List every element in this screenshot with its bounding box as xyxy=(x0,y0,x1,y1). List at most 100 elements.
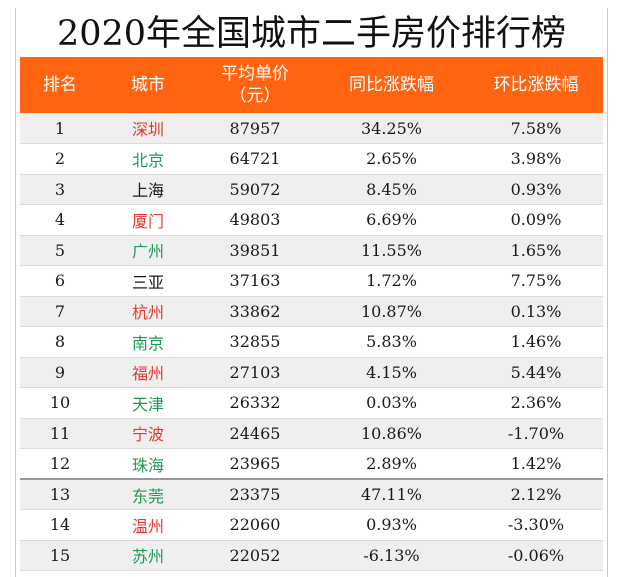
table-row: 1 深圳 87957 34.25% 7.58% xyxy=(20,113,603,144)
city-cell: 三亚 xyxy=(100,265,196,297)
city-cell: 宁波 xyxy=(100,418,196,449)
table-row: 10 天津 26332 0.03% 2.36% xyxy=(20,387,603,419)
rank-cell: 13 xyxy=(20,479,100,510)
city-cell: 天津 xyxy=(100,387,196,419)
price-cell: 32855 xyxy=(196,326,314,358)
rank-cell: 12 xyxy=(20,448,100,480)
rank-cell: 2 xyxy=(20,143,100,175)
header-yoy: 同比涨跌幅 xyxy=(349,75,434,95)
yoy-change-cell: 0.93% xyxy=(314,509,469,541)
price-cell: 39851 xyxy=(196,235,314,266)
mom-change-cell: 0.93% xyxy=(469,174,603,205)
price-cell: 87957 xyxy=(196,113,314,144)
rank-cell: 7 xyxy=(20,296,100,327)
table-row: 4 厦门 49803 6.69% 0.09% xyxy=(20,204,603,236)
rank-cell: 9 xyxy=(20,357,100,388)
page-title: 2020年全国城市二手房价排行榜 xyxy=(56,14,567,54)
header-city: 城市 xyxy=(131,75,165,95)
city-cell: 深圳 xyxy=(100,113,196,144)
mom-change-cell: 0.09% xyxy=(469,204,603,236)
mom-change-cell: -1.70% xyxy=(469,418,603,449)
yoy-change-cell: 2.65% xyxy=(314,143,469,175)
rank-cell: 3 xyxy=(20,174,100,205)
mom-change-cell: -0.06% xyxy=(469,540,603,571)
city-cell: 北京 xyxy=(100,143,196,175)
table-row: 5 广州 39851 11.55% 1.65% xyxy=(20,235,603,266)
mom-change-cell: 7.75% xyxy=(469,265,603,297)
mom-change-cell: 1.65% xyxy=(469,235,603,266)
city-cell: 杭州 xyxy=(100,296,196,327)
table-row: 14 温州 22060 0.93% -3.30% xyxy=(20,509,603,541)
rank-cell: 10 xyxy=(20,387,100,419)
yoy-change-cell: 6.69% xyxy=(314,204,469,236)
mom-change-cell: 1.46% xyxy=(469,326,603,358)
rank-cell: 4 xyxy=(20,204,100,236)
header-rank: 排名 xyxy=(43,75,77,95)
yoy-change-cell: -6.13% xyxy=(314,540,469,571)
city-cell: 温州 xyxy=(100,509,196,541)
rank-cell: 6 xyxy=(20,265,100,297)
price-cell: 23965 xyxy=(196,448,314,480)
yoy-change-cell: 4.15% xyxy=(314,357,469,388)
mom-change-cell: 2.36% xyxy=(469,387,603,419)
table-row: 6 三亚 37163 1.72% 7.75% xyxy=(20,265,603,297)
ranking-table: 排名 城市 平均单价 （元） 同比涨跌幅 环比涨跌幅 1 深圳 87957 34.25… xyxy=(20,57,603,571)
header-price-line1: 平均单价 xyxy=(221,64,289,84)
city-cell: 南京 xyxy=(100,326,196,358)
yoy-change-cell: 5.83% xyxy=(314,326,469,358)
city-cell: 东莞 xyxy=(100,479,196,510)
table-row: 8 南京 32855 5.83% 1.46% xyxy=(20,326,603,358)
city-cell: 厦门 xyxy=(100,204,196,236)
price-cell: 22060 xyxy=(196,509,314,541)
yoy-change-cell: 1.72% xyxy=(314,265,469,297)
price-cell: 37163 xyxy=(196,265,314,297)
table-row: 13 东莞 23375 47.11% 2.12% xyxy=(20,479,603,510)
mom-change-cell: 0.13% xyxy=(469,296,603,327)
price-cell: 22052 xyxy=(196,540,314,571)
table-row: 2 北京 64721 2.65% 3.98% xyxy=(20,143,603,175)
mom-change-cell: 5.44% xyxy=(469,357,603,388)
header-mom: 环比涨跌幅 xyxy=(493,75,579,95)
rank-cell: 5 xyxy=(20,235,100,266)
price-cell: 59072 xyxy=(196,174,314,205)
mom-change-cell: 2.12% xyxy=(469,479,603,510)
rank-cell: 1 xyxy=(20,113,100,144)
table-header-row: 排名 城市 平均单价 （元） 同比涨跌幅 环比涨跌幅 xyxy=(20,57,603,113)
yoy-change-cell: 34.25% xyxy=(314,113,469,144)
yoy-change-cell: 47.11% xyxy=(314,479,469,510)
city-cell: 福州 xyxy=(100,357,196,388)
mom-change-cell: 1.42% xyxy=(469,448,603,480)
city-cell: 广州 xyxy=(100,235,196,266)
yoy-change-cell: 0.03% xyxy=(314,387,469,419)
rank-cell: 11 xyxy=(20,418,100,449)
table-row: 15 苏州 22052 -6.13% -0.06% xyxy=(20,540,603,571)
yoy-change-cell: 2.89% xyxy=(314,448,469,480)
mom-change-cell: -3.30% xyxy=(469,509,603,541)
table-row: 3 上海 59072 8.45% 0.93% xyxy=(20,174,603,205)
yoy-change-cell: 10.87% xyxy=(314,296,469,327)
ranking-sheet: 2020年全国城市二手房价排行榜 排名 城市 平均单价 （元） 同比涨跌幅 环比… xyxy=(15,8,608,577)
table-row: 7 杭州 33862 10.87% 0.13% xyxy=(20,296,603,327)
price-cell: 24465 xyxy=(196,418,314,449)
table-body: 1 深圳 87957 34.25% 7.58% 2 北京 64721 2.65% 3.98% 3 上海… xyxy=(20,113,603,571)
rank-cell: 14 xyxy=(20,509,100,541)
table-row: 11 宁波 24465 10.86% -1.70% xyxy=(20,418,603,449)
price-cell: 23375 xyxy=(196,479,314,510)
price-cell: 26332 xyxy=(196,387,314,419)
yoy-change-cell: 10.86% xyxy=(314,418,469,449)
mom-change-cell: 7.58% xyxy=(469,113,603,144)
price-cell: 64721 xyxy=(196,143,314,175)
table-row: 12 珠海 23965 2.89% 1.42% xyxy=(20,448,603,480)
yoy-change-cell: 11.55% xyxy=(314,235,469,266)
yoy-change-cell: 8.45% xyxy=(314,174,469,205)
price-cell: 33862 xyxy=(196,296,314,327)
price-cell: 27103 xyxy=(196,357,314,388)
rank-cell: 8 xyxy=(20,326,100,358)
header-price: 平均单价 （元） xyxy=(196,57,314,113)
header-price-line2: （元） xyxy=(229,86,281,106)
mom-change-cell: 3.98% xyxy=(469,143,603,175)
table-row: 9 福州 27103 4.15% 5.44% xyxy=(20,357,603,388)
city-cell: 珠海 xyxy=(100,448,196,480)
city-cell: 上海 xyxy=(100,174,196,205)
city-cell: 苏州 xyxy=(100,540,196,571)
